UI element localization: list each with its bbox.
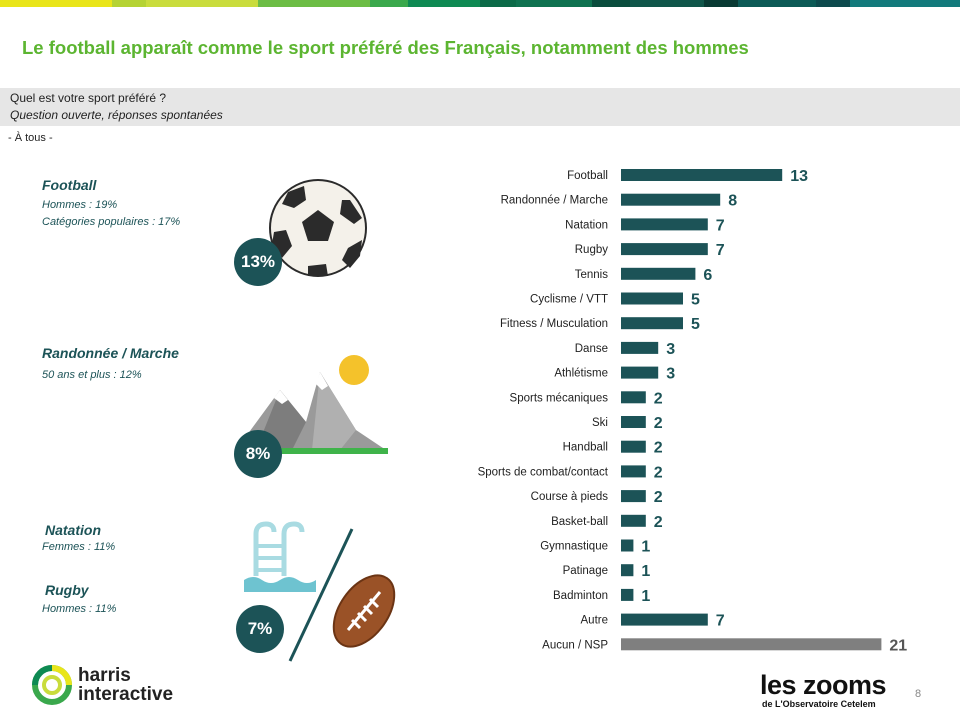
bar xyxy=(621,366,659,379)
data-label: 2 xyxy=(654,464,663,481)
category-label: Football xyxy=(567,170,608,182)
rugby-ball-icon xyxy=(332,574,396,648)
data-label: 8 xyxy=(728,193,737,210)
category-label: Sports de combat/contact xyxy=(478,466,609,478)
bar xyxy=(621,490,646,503)
question-type: Question ouverte, réponses spontanées xyxy=(10,108,223,122)
highlight-swimming-title: Natation xyxy=(45,522,101,538)
bar xyxy=(621,564,634,577)
category-label: Athlétisme xyxy=(554,368,608,380)
bar xyxy=(621,539,634,552)
hiking-percent-badge: 8% xyxy=(234,430,282,478)
question-text: Quel est votre sport préféré ? xyxy=(10,91,167,105)
data-label: 3 xyxy=(666,341,675,358)
data-label: 13 xyxy=(790,168,808,185)
swimming-rugby-percent-badge: 7% xyxy=(236,605,284,653)
harris-logo-text: harris interactive xyxy=(78,666,173,704)
category-label: Badminton xyxy=(553,590,608,602)
category-label: Gymnastique xyxy=(540,541,608,553)
bar xyxy=(621,613,708,626)
football-percent-badge: 13% xyxy=(234,238,282,286)
les-zooms-subtitle: de L'Observatoire Cetelem xyxy=(762,699,876,709)
data-label: 2 xyxy=(654,514,663,531)
category-label: Natation xyxy=(565,219,608,231)
category-label: Sports mécaniques xyxy=(510,392,609,404)
category-label: Tennis xyxy=(575,269,608,281)
harris-interactive-logo xyxy=(32,665,72,705)
les-zooms-logo: les zooms xyxy=(760,670,887,700)
mountain-icon xyxy=(236,355,388,454)
page-number: 8 xyxy=(915,688,922,700)
bar xyxy=(621,341,659,354)
bar xyxy=(621,416,646,428)
data-label: 5 xyxy=(691,292,700,309)
highlight-rugby-title: Rugby xyxy=(45,582,89,598)
highlight-hiking-title: Randonnée / Marche xyxy=(42,345,179,361)
highlight-football-title: Football xyxy=(42,177,97,193)
bar xyxy=(621,465,646,478)
data-label: 7 xyxy=(716,613,725,630)
category-label: Danse xyxy=(575,343,608,355)
data-label: 21 xyxy=(889,637,907,654)
swimming-pool-icon xyxy=(244,521,316,592)
bar xyxy=(621,514,646,527)
question-box xyxy=(0,88,960,126)
data-label: 2 xyxy=(654,415,663,432)
category-label: Randonnée / Marche xyxy=(501,195,608,207)
category-label: Handball xyxy=(563,442,608,454)
data-label: 7 xyxy=(716,217,725,234)
category-label: Aucun / NSP xyxy=(542,639,608,651)
category-label: Course à pieds xyxy=(531,491,609,503)
divider-slash xyxy=(288,528,354,662)
bar xyxy=(621,267,696,280)
bar-chart: Football 13 Randonnée / Marche 8 Natation 7 Ru… xyxy=(440,160,920,660)
data-label: 2 xyxy=(654,440,663,457)
category-label: Fitness / Musculation xyxy=(500,318,608,330)
data-label: 3 xyxy=(666,366,675,383)
data-label: 6 xyxy=(703,267,712,284)
question-base: - À tous - xyxy=(8,132,53,144)
data-label: 2 xyxy=(654,390,663,407)
bar xyxy=(621,193,721,206)
category-label: Cyclisme / VTT xyxy=(530,294,608,306)
highlight-football-note-2: Catégories populaires : 17% xyxy=(42,216,181,228)
highlight-football-note-1: Hommes : 19% xyxy=(42,199,118,211)
highlight-hiking-note: 50 ans et plus : 12% xyxy=(42,369,142,381)
soccer-ball-icon xyxy=(269,179,367,277)
highlight-rugby-note: Hommes : 11% xyxy=(42,603,117,615)
data-label: 1 xyxy=(641,563,650,580)
data-label: 1 xyxy=(641,539,650,556)
bar xyxy=(621,218,708,231)
category-label: Rugby xyxy=(575,244,608,256)
bar xyxy=(621,638,882,651)
harris-logo-line2: interactive xyxy=(78,684,174,705)
data-label: 2 xyxy=(654,489,663,506)
category-label: Autre xyxy=(581,615,609,627)
top-color-band xyxy=(0,0,960,7)
category-label: Basket-ball xyxy=(551,516,608,528)
bar xyxy=(621,292,683,305)
bar xyxy=(621,317,683,330)
bar xyxy=(621,169,783,181)
bar xyxy=(621,440,646,453)
highlight-swimming-note: Femmes : 11% xyxy=(42,541,116,553)
category-label: Patinage xyxy=(563,565,608,577)
harris-logo-line1: harris xyxy=(78,665,131,686)
page-title: Le football apparaît comme le sport préf… xyxy=(22,37,749,58)
data-label: 5 xyxy=(691,316,700,333)
data-label: 1 xyxy=(641,588,650,605)
data-label: 7 xyxy=(716,242,725,259)
bar xyxy=(621,243,708,256)
bar xyxy=(621,391,646,404)
bar xyxy=(621,588,634,601)
category-label: Ski xyxy=(592,417,608,429)
